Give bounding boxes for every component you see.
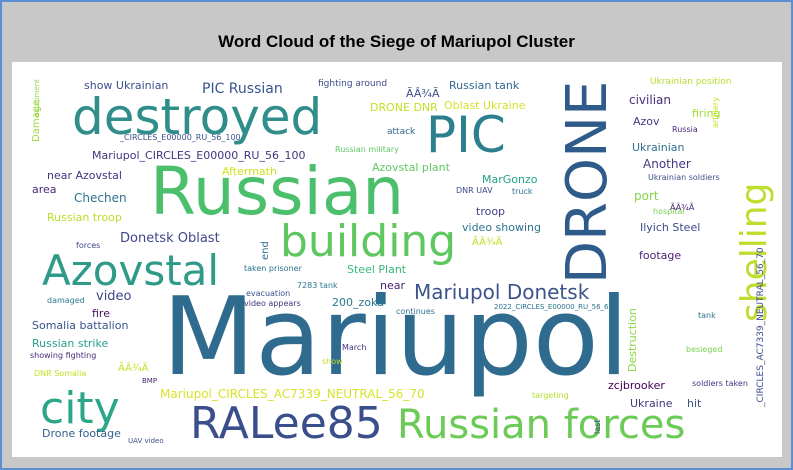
word-video-showing: video showing — [462, 221, 541, 234]
word-targeting: targeting — [532, 391, 569, 400]
word-city: city — [40, 383, 120, 434]
word-russian-troop: Russian troop — [47, 211, 122, 224]
word-near-azovstal: near Azovstal — [47, 169, 122, 182]
word-dnr-somalia: DNR Somalia — [34, 369, 87, 378]
word-azovstal: Azovstal — [42, 246, 220, 295]
word-area: area — [32, 183, 57, 196]
word-fighting-around: fighting around — [318, 79, 388, 89]
word-drone-footage: Drone footage — [42, 427, 121, 440]
word-continues: continues — [396, 307, 435, 316]
word-russian-strike: Russian strike — [32, 337, 109, 350]
word-end: end — [260, 241, 271, 260]
word-video: video — [96, 289, 132, 304]
word-fire: fire — [92, 307, 110, 320]
word-7283-tank: 7283 tank — [297, 281, 338, 290]
word-garbled-1: ÃÂ¾Ã — [406, 87, 440, 100]
word-garbled-2: ÃÂ¾Ã — [472, 237, 503, 248]
word-equipment: equipment — [33, 79, 41, 117]
word-show-ukrainian: show Ukrainian — [84, 79, 169, 92]
figure-title: Word Cloud of the Siege of Mariupol Clus… — [218, 32, 575, 51]
word-showing-fighting: showing fighting — [30, 351, 97, 360]
word-damaged: damaged — [47, 296, 85, 305]
word-zcjbrooker: zcjbrooker — [608, 379, 665, 392]
word-destruction: Destruction — [626, 308, 639, 372]
word-destroyed: destroyed — [72, 88, 323, 146]
word-2022-circles: 2022_CIRCLES_E00000_RU_56_61 — [494, 303, 613, 311]
word-tank: tank — [698, 311, 716, 320]
word-near: near — [380, 279, 406, 292]
word-dnr-uav: DNR UAV — [456, 186, 493, 195]
word-drone-dnr: DRONE DNR — [370, 101, 438, 114]
word-russian: Russian — [150, 153, 405, 230]
word-port: port — [634, 189, 659, 203]
word-russia: Russia — [672, 125, 698, 134]
word-ralee85: RALee85 — [190, 398, 383, 449]
word-ukrainian-soldiers: Ukrainian soldiers — [648, 173, 720, 182]
word-artillery: artillery — [711, 97, 720, 128]
word-somalia-battalion: Somalia battalion — [32, 319, 129, 332]
word-russian-tank: Russian tank — [449, 79, 520, 92]
word-pic-russian: PIC Russian — [202, 81, 283, 97]
word-show: show — [322, 357, 343, 366]
word-besieged: besieged — [686, 345, 723, 354]
word-hospital: hospital — [653, 207, 685, 216]
word-garbled-4: ÃÂ¾Ã — [670, 203, 695, 212]
word-aftermath: Aftermath — [222, 165, 277, 178]
word-civilian: civilian — [629, 93, 671, 107]
word-another: Another — [643, 157, 691, 171]
word-cloud: Mariupol Russian DRONE destroyed PIC bui… — [12, 62, 782, 457]
word-donetsk-oblast: Donetsk Oblast — [120, 231, 220, 246]
word-shelling: shelling — [734, 182, 775, 322]
word-attack: attack — [387, 127, 416, 137]
word-building: building — [280, 216, 457, 267]
word-last: last — [593, 419, 602, 434]
word-march: March — [342, 343, 367, 352]
word-drone: DRONE — [555, 80, 620, 284]
word-pic: PIC — [426, 106, 506, 164]
word-ukraine: Ukraine — [630, 397, 673, 410]
word-evacuation: evacuation — [246, 289, 291, 298]
word-uav-video: UAV video — [128, 437, 164, 445]
word-hit: hit — [687, 397, 702, 410]
word-truck: truck — [512, 187, 533, 196]
word-russian-military: Russian military — [335, 145, 399, 154]
word-margonzo: MarGonzo — [482, 173, 538, 186]
word-firing: firing — [692, 107, 721, 120]
word-forces: forces — [76, 241, 101, 250]
word-mariupol: Mariupol — [162, 275, 629, 400]
word-chechen: Chechen — [74, 191, 127, 205]
word-troop: troop — [476, 205, 506, 218]
word-garbled-3: ÃÂ¾Ã — [118, 363, 149, 374]
word-russian-forces: Russian forces — [397, 402, 686, 448]
word-footage: footage — [639, 249, 682, 262]
word-mariupol-circles-e00000: Mariupol_CIRCLES_E00000_RU_56_100 — [92, 149, 306, 162]
word-azovstal-plant: Azovstal plant — [372, 161, 450, 174]
word-ukrainian-position: Ukrainian position — [650, 77, 732, 87]
word-oblast-ukraine: Oblast Ukraine — [444, 99, 526, 112]
word-circles-ac7339-vertical: _CIRCLES_AC7339_NEUTRAL_56_70 — [756, 247, 766, 407]
word-soldiers-taken: soldiers taken — [692, 379, 748, 388]
word-mariupol-donetsk: Mariupol Donetsk — [414, 280, 590, 304]
word-bmp: BMP — [142, 377, 158, 385]
word-mariupol-circles-ac7339: Mariupol_CIRCLES_AC7339_NEUTRAL_56_70 — [160, 387, 425, 401]
word-taken-prisoner: taken prisoner — [244, 264, 302, 273]
word-200-zoka: 200_zoka — [332, 296, 384, 309]
word-ilyich-steel: Ilyich Steel — [640, 221, 701, 234]
word-azov: Azov — [633, 115, 660, 128]
word-steel-plant: Steel Plant — [347, 263, 407, 276]
word-video-appears: video appears — [244, 299, 301, 308]
word-ukrainian: Ukrainian — [632, 141, 685, 154]
word-circles-e00000-small: _CIRCLES_E00000_RU_56_100 — [120, 133, 241, 142]
